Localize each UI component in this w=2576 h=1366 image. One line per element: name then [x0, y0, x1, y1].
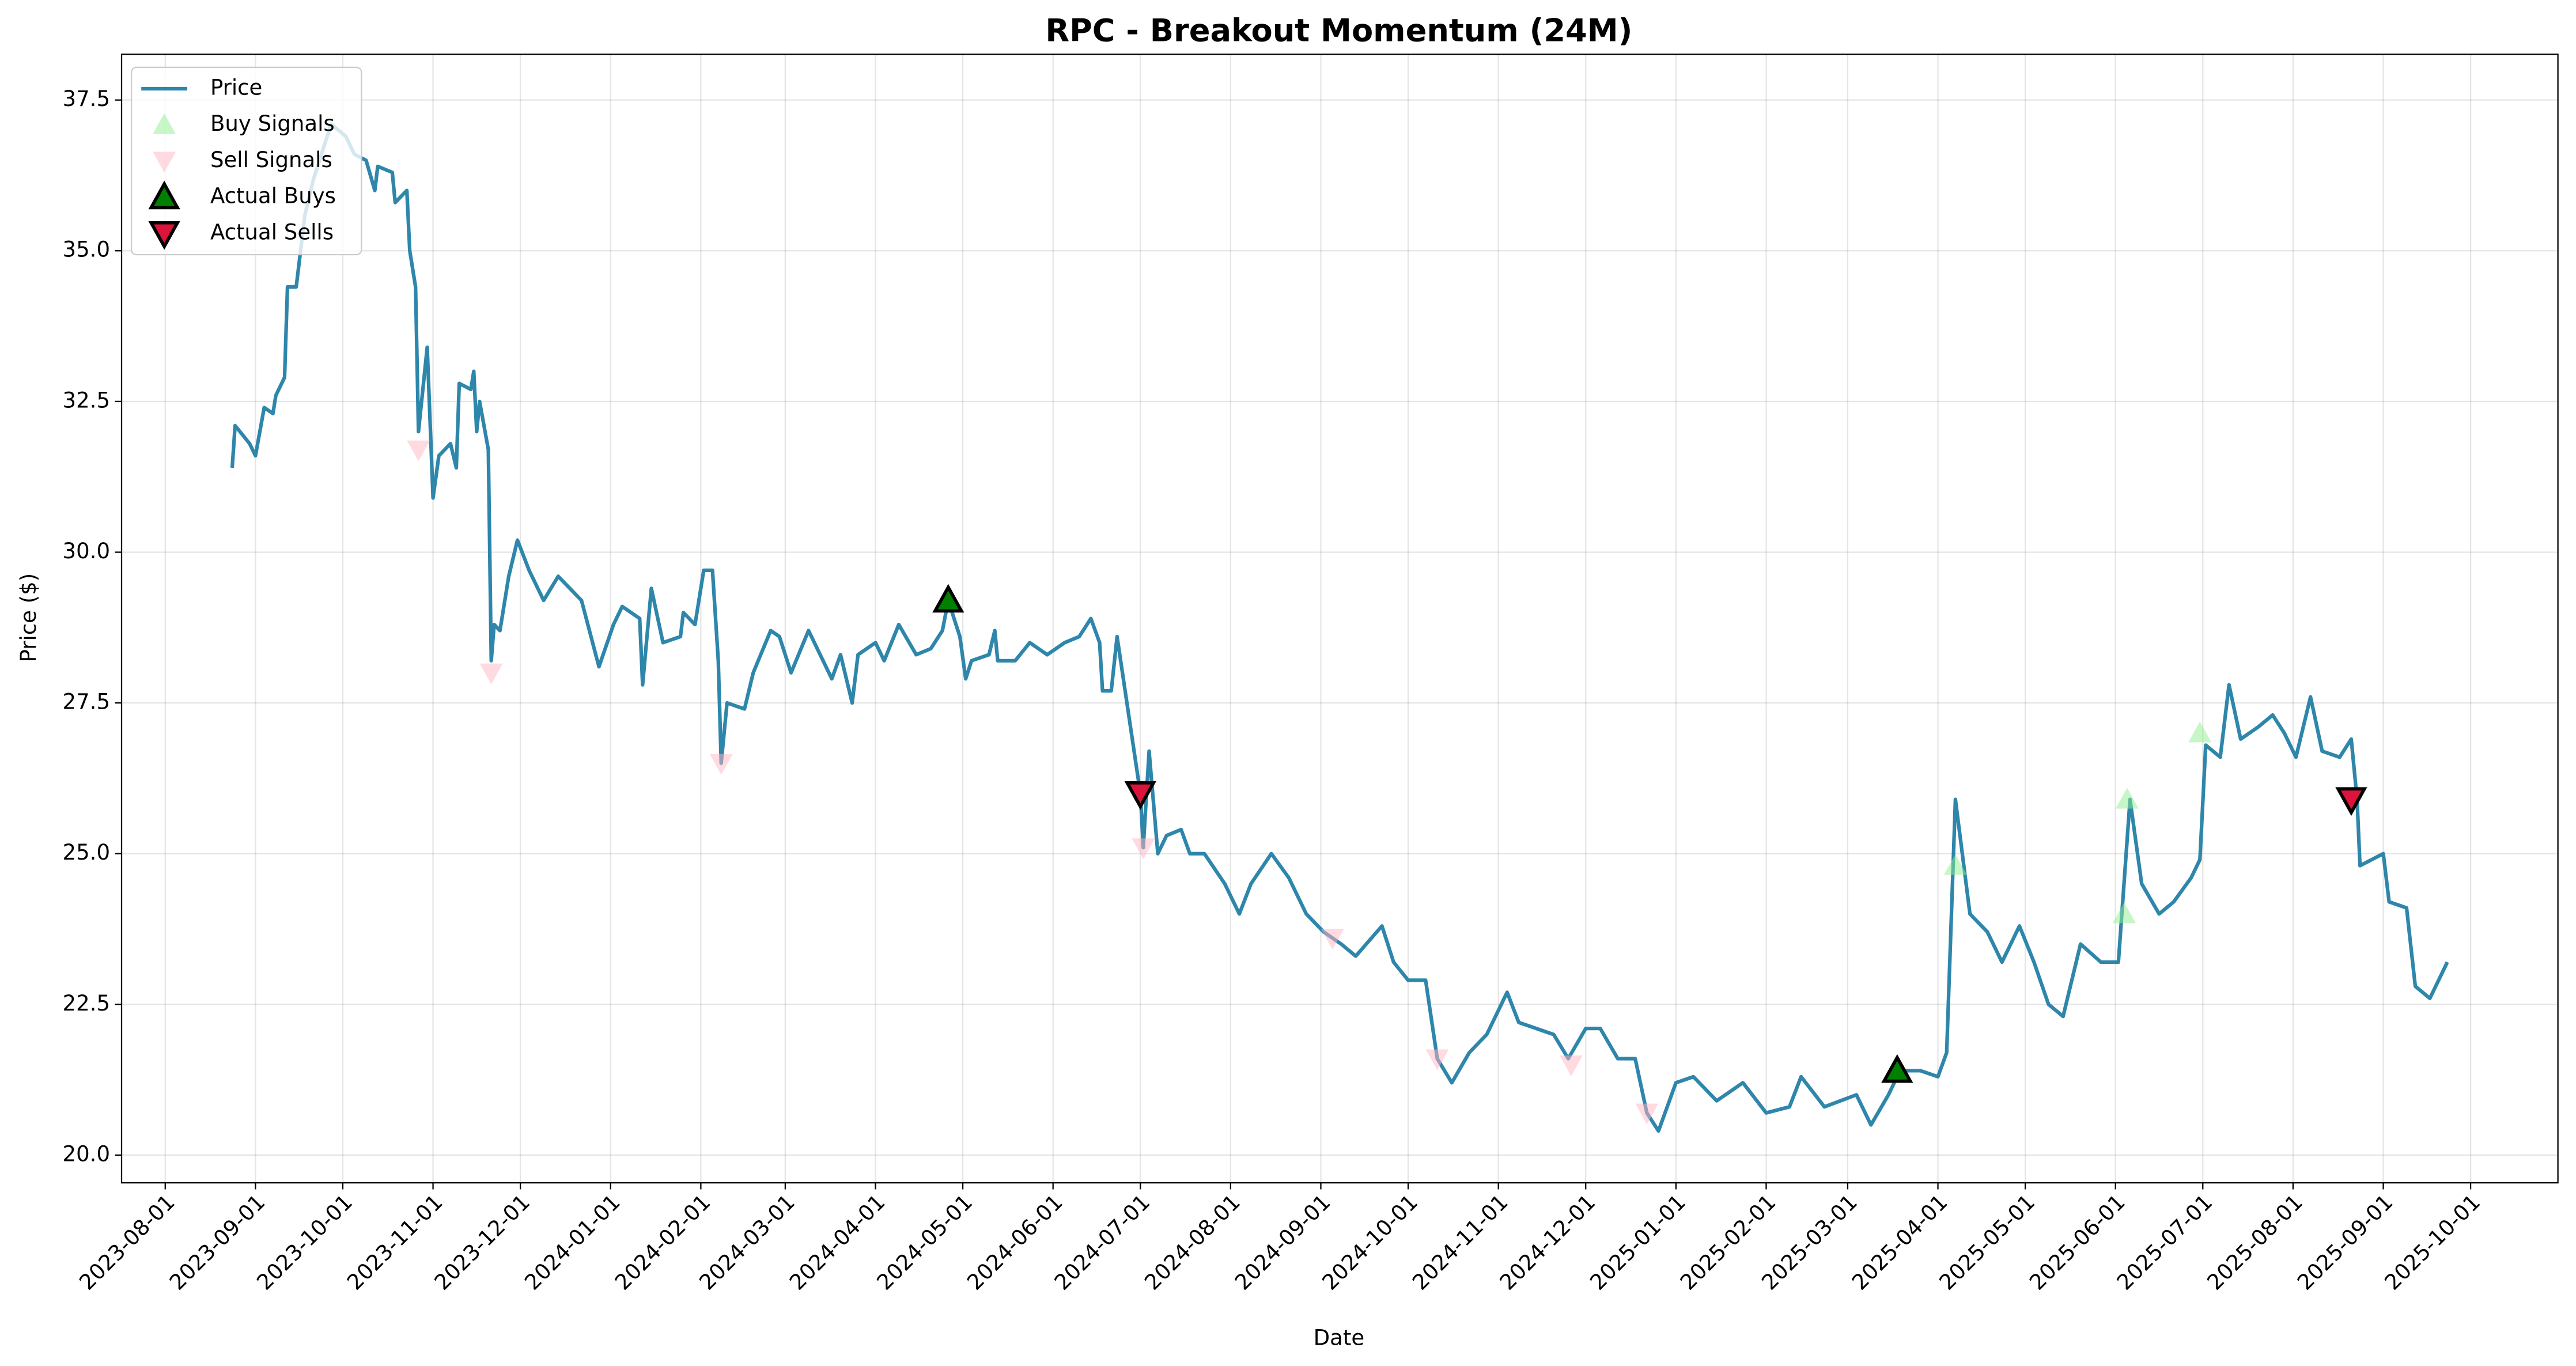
signal-marker [2188, 721, 2212, 743]
y-tick-label: 30.0 [63, 539, 111, 563]
signal-marker [2112, 902, 2136, 924]
signal-marker [1425, 1049, 1449, 1070]
legend-label: Actual Buys [210, 184, 336, 209]
signal-marker [1635, 1103, 1659, 1125]
signal-marker [1943, 854, 1967, 875]
legend-swatch [153, 152, 176, 173]
price-line [230, 122, 2449, 1133]
legend-label: Buy Signals [210, 111, 335, 136]
signal-marker [1321, 929, 1344, 950]
chart-title: RPC - Breakout Momentum (24M) [1045, 13, 1632, 49]
y-tick-label: 27.5 [63, 690, 111, 714]
legend-label: Sell Signals [210, 147, 332, 172]
y-tick-label: 20.0 [63, 1141, 111, 1166]
signal-marker [932, 584, 964, 613]
legend-swatch [148, 221, 180, 250]
legend-swatch [153, 113, 176, 134]
y-tick-label: 37.5 [63, 86, 111, 111]
legend-box [130, 66, 362, 256]
legend: Price Buy Signals Sell Signals Actual Buys A… [130, 66, 362, 256]
signal-marker [709, 754, 733, 775]
y-tick-label: 35.0 [63, 237, 111, 262]
signal-marker [1124, 781, 1156, 810]
signal-marker [1560, 1055, 1583, 1076]
signal-marker [2115, 788, 2139, 809]
signal-marker [2335, 787, 2367, 816]
signal-marker [407, 440, 430, 461]
plot-frame [120, 53, 2559, 1184]
y-axis-label: Price ($) [16, 573, 41, 663]
x-axis-label: Date [1314, 1325, 1365, 1350]
legend-label: Actual Sells [210, 220, 334, 244]
signal-marker [1881, 1054, 1913, 1083]
y-tick-label: 32.5 [63, 388, 111, 413]
legend-swatch [148, 180, 180, 210]
legend-label: Price [210, 75, 262, 100]
y-tick-label: 22.5 [63, 991, 111, 1016]
y-tick-label: 25.0 [63, 840, 111, 865]
signal-marker [479, 663, 503, 684]
signal-marker [1132, 838, 1155, 860]
